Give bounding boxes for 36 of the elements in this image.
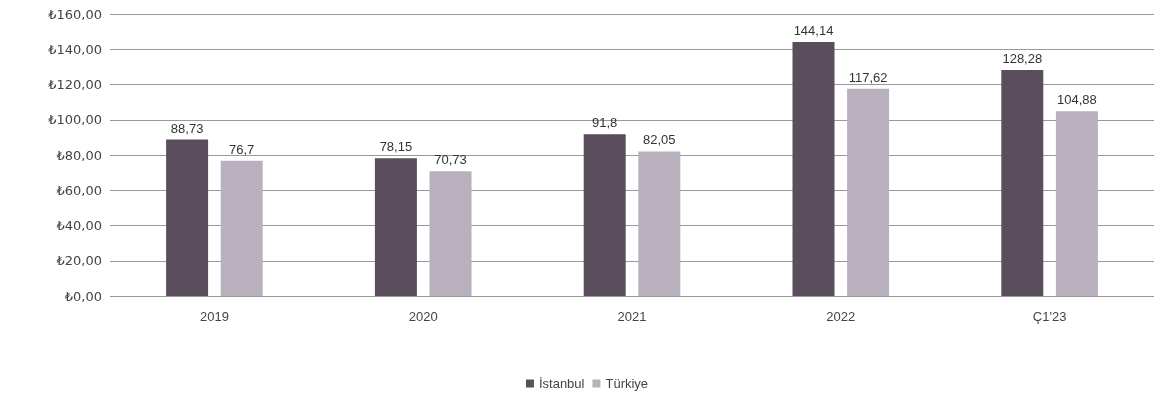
bar (638, 151, 681, 296)
bar (583, 134, 626, 296)
bar (1055, 111, 1098, 296)
x-tick-label: Ç1'23 (1032, 309, 1067, 324)
y-tick-label: ₺0,00 (64, 288, 102, 304)
x-tick-label: 2022 (826, 309, 856, 324)
legend-label: İstanbul (538, 376, 585, 391)
legend-label: Türkiye (605, 376, 649, 391)
bar (374, 158, 417, 296)
bar (166, 139, 209, 296)
text: 91,8 (592, 115, 618, 131)
text: 76,7 (229, 141, 255, 157)
y-tick-label: ₺120,00 (48, 77, 102, 92)
y-tick-label: ₺60,00 (56, 182, 102, 198)
text: 128,28 (1002, 50, 1043, 66)
bar (220, 160, 263, 296)
y-tick-label: ₺160,00 (48, 6, 102, 22)
y-tick-label: ₺100,00 (48, 112, 102, 128)
bar (1001, 69, 1044, 296)
x-tick-label: 2019 (199, 309, 229, 324)
text: 144,14 (793, 22, 834, 38)
bar (847, 88, 890, 296)
x-tick-label: 2021 (617, 309, 647, 324)
text: 117,62 (848, 69, 888, 85)
text: 104,88 (1057, 92, 1097, 108)
y-tick-label: ₺80,00 (56, 147, 102, 163)
text: 70,73 (434, 152, 467, 168)
bar (792, 41, 835, 296)
y-tick-label: ₺140,00 (48, 41, 102, 57)
text: 82,05 (643, 132, 676, 148)
x-tick-label: 2020 (408, 309, 438, 324)
text: 88,73 (170, 120, 204, 136)
text: 78,15 (379, 139, 413, 155)
y-tick-label: ₺40,00 (56, 218, 102, 233)
y-tick-label: ₺20,00 (56, 253, 102, 269)
bar (429, 171, 472, 296)
